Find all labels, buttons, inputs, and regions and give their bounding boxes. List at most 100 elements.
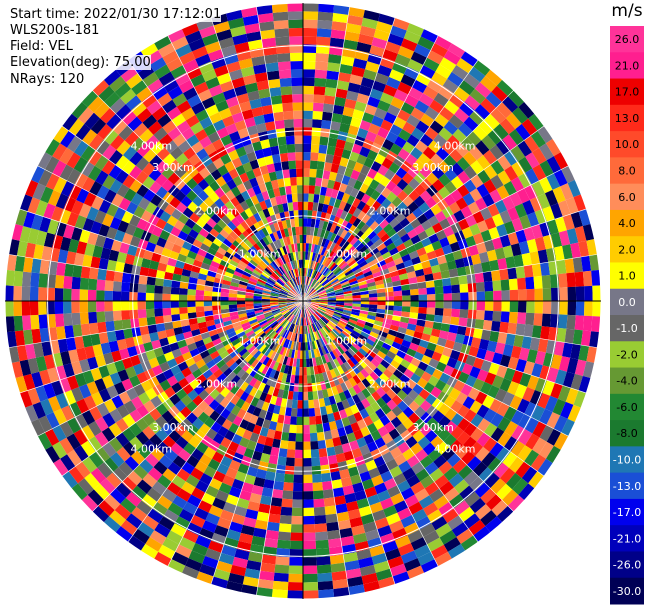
velocity-gate [275, 335, 283, 345]
velocity-gate [292, 324, 297, 333]
velocity-gate [396, 201, 408, 213]
velocity-gate [129, 282, 139, 293]
velocity-gate [253, 243, 262, 252]
velocity-gate [145, 284, 155, 294]
velocity-gate [352, 217, 362, 228]
velocity-gate [454, 333, 465, 344]
velocity-gate [496, 505, 514, 523]
velocity-gate [262, 336, 270, 345]
velocity-gate [125, 513, 143, 529]
velocity-gate [73, 140, 89, 157]
velocity-gate [308, 268, 312, 278]
velocity-gate [311, 314, 317, 323]
velocity-gate [532, 164, 547, 181]
velocity-gate [203, 290, 213, 297]
velocity-gate [167, 85, 183, 100]
velocity-gate [298, 333, 302, 343]
velocity-gate [210, 213, 222, 224]
velocity-gate [132, 226, 145, 239]
velocity-gate [340, 372, 349, 383]
velocity-gate [409, 312, 419, 320]
velocity-gate [550, 287, 560, 301]
velocity-gate [364, 321, 374, 328]
velocity-gate [320, 229, 327, 239]
velocity-gate [100, 342, 112, 355]
velocity-gate [475, 197, 488, 211]
velocity-gate [190, 121, 204, 135]
velocity-gate [298, 259, 302, 269]
velocity-gate [154, 277, 165, 287]
velocity-gate [303, 524, 316, 533]
velocity-gate [329, 37, 345, 48]
velocity-gate [303, 185, 310, 194]
velocity-gate [461, 137, 476, 152]
velocity-gate [184, 256, 195, 266]
velocity-gate [206, 217, 217, 229]
velocity-gate [116, 251, 128, 264]
ray-separator [302, 300, 350, 596]
velocity-gate [272, 271, 280, 279]
velocity-gate [360, 297, 370, 301]
velocity-gate [389, 69, 405, 82]
velocity-gate [336, 257, 344, 266]
velocity-gate [415, 516, 432, 530]
velocity-gate [116, 404, 130, 419]
velocity-gate [347, 245, 356, 255]
velocity-gate [346, 396, 356, 407]
velocity-gate [293, 474, 303, 484]
velocity-gate [330, 562, 346, 573]
velocity-gate [582, 270, 593, 287]
velocity-gate [232, 353, 242, 362]
velocity-gate [148, 233, 160, 245]
velocity-gate [90, 118, 107, 135]
velocity-gate [325, 153, 334, 164]
velocity-gate [406, 474, 421, 488]
velocity-gate [436, 337, 447, 348]
velocity-gate [299, 350, 303, 359]
velocity-gate [256, 80, 270, 91]
velocity-gate [429, 120, 444, 134]
velocity-gate [495, 446, 511, 463]
velocity-gate [292, 277, 298, 286]
velocity-gate [19, 226, 32, 243]
velocity-gate [476, 432, 491, 447]
velocity-gate [287, 582, 303, 591]
velocity-gate [339, 157, 350, 168]
velocity-gate [102, 144, 117, 160]
velocity-gate [219, 242, 230, 252]
velocity-gate [391, 394, 403, 406]
velocity-gate [278, 317, 286, 325]
velocity-gate [175, 260, 185, 269]
velocity-gate [338, 182, 348, 193]
velocity-gate [534, 350, 546, 366]
velocity-gate [391, 405, 403, 417]
velocity-gate [432, 410, 445, 423]
velocity-gate [501, 290, 510, 301]
velocity-gate [328, 171, 338, 182]
velocity-gate [385, 458, 399, 471]
velocity-gate [121, 310, 131, 321]
velocity-gate [181, 325, 192, 334]
velocity-gate [333, 284, 342, 290]
velocity-gate [248, 277, 258, 284]
velocity-gate [220, 134, 233, 147]
velocity-gate [465, 375, 477, 388]
velocity-gate [282, 254, 289, 264]
velocity-gate [291, 515, 303, 525]
velocity-gate [373, 171, 385, 183]
velocity-gate [368, 304, 378, 309]
velocity-gate [447, 71, 464, 87]
velocity-gate [375, 21, 393, 34]
velocity-gate [346, 432, 357, 443]
velocity-gate [293, 286, 299, 295]
velocity-gate [450, 222, 462, 234]
velocity-gate [573, 194, 587, 212]
velocity-gate [352, 58, 368, 70]
velocity-gate [309, 177, 316, 186]
velocity-gate [183, 442, 196, 456]
velocity-gate [219, 80, 234, 93]
velocity-gate [438, 262, 449, 272]
velocity-gate [435, 441, 450, 455]
velocity-gate [534, 236, 546, 252]
velocity-gate [303, 367, 307, 376]
